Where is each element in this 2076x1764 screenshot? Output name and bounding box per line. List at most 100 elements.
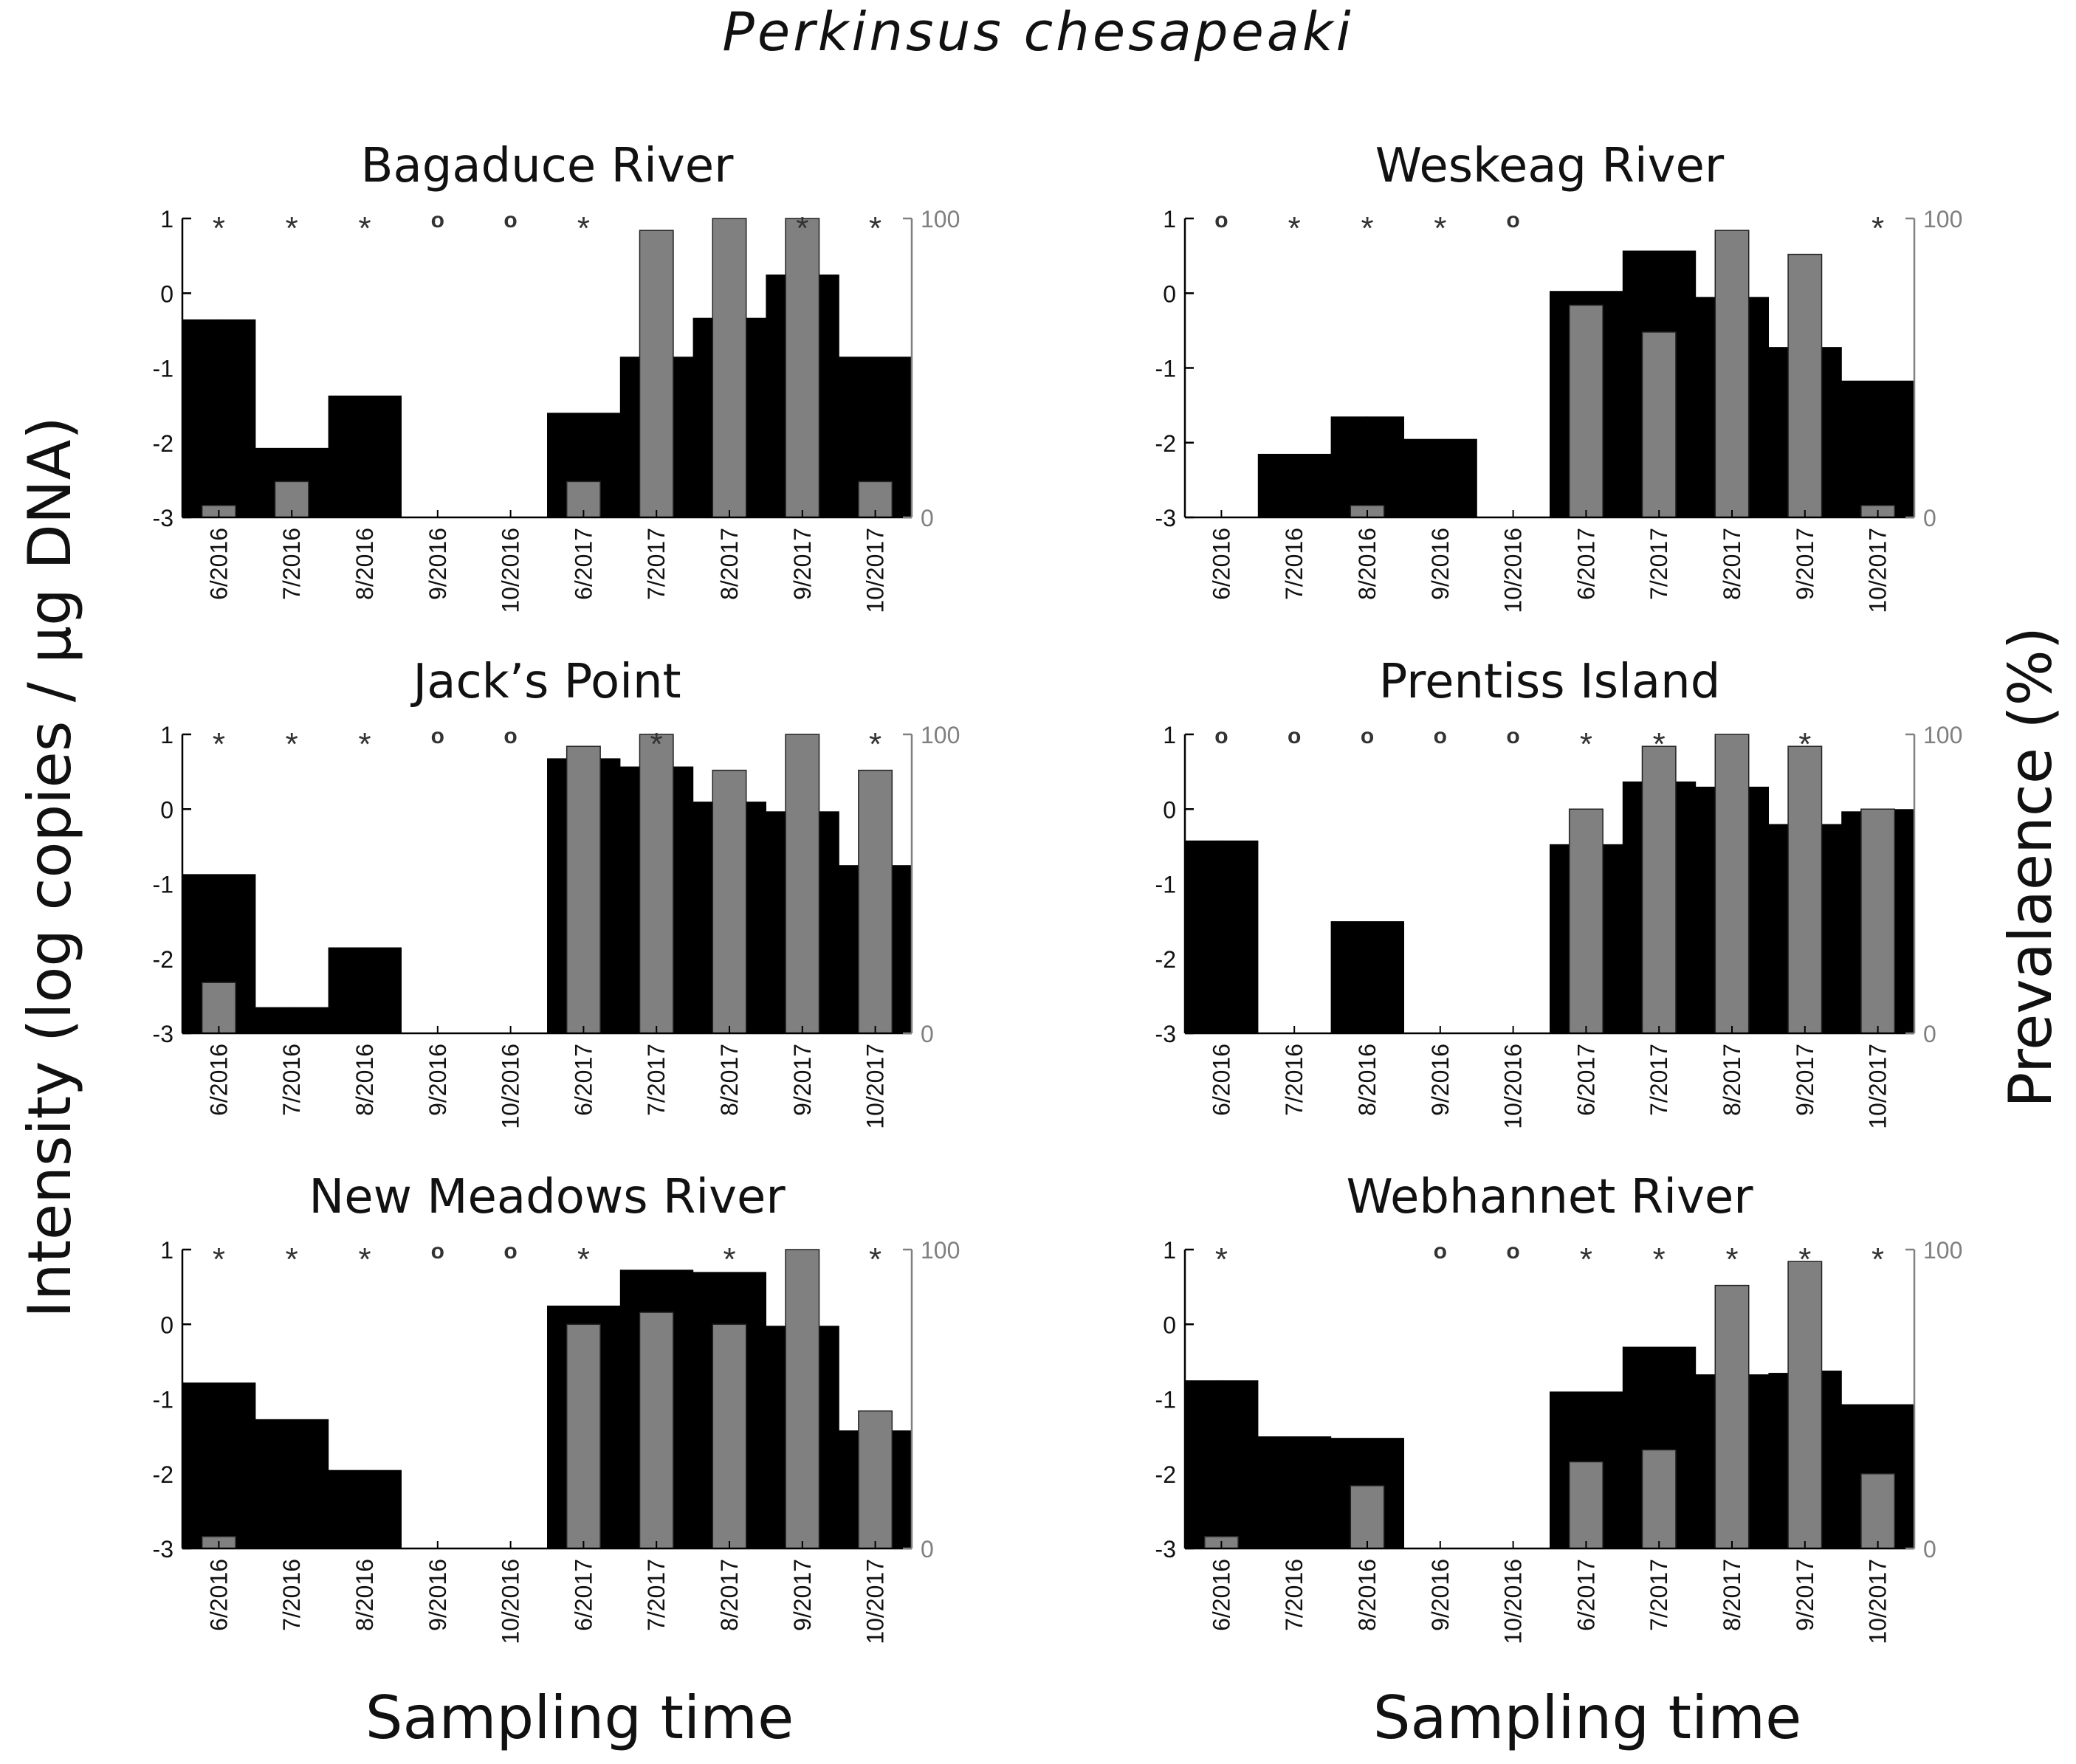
x-tick-label: 9/2016: [1427, 1559, 1454, 1631]
left-tick-label: -1: [1155, 1387, 1176, 1413]
intensity-bar: [365, 395, 402, 517]
x-tick-label: 7/2017: [1646, 528, 1672, 600]
prevalence-bar: [1787, 253, 1823, 518]
x-tick-label: 8/2017: [716, 528, 743, 600]
left-tick-label: -1: [1155, 356, 1176, 382]
intensity-bar: [219, 319, 256, 517]
no-detection-marker: o: [1506, 724, 1519, 748]
significance-marker: *: [1580, 726, 1592, 762]
significance-marker: *: [1288, 210, 1301, 247]
intensity-bar: [182, 319, 219, 517]
no-detection-marker: o: [1506, 1239, 1519, 1264]
panel-title: Prentiss Island: [1379, 655, 1721, 709]
prevalence-bar: [712, 769, 747, 1034]
no-detection-marker: o: [503, 1239, 517, 1264]
prevalence-bar: [858, 769, 893, 1034]
prevalence-bar: [1641, 331, 1677, 518]
intensity-bar: [1257, 453, 1295, 517]
intensity-bar: [1440, 438, 1477, 517]
left-tick-label: 0: [160, 1312, 173, 1338]
intensity-bar: [182, 1382, 219, 1548]
left-tick-label: 0: [1163, 280, 1176, 307]
x-axis-label-right: Sampling time: [1373, 1684, 1802, 1752]
significance-marker: *: [1798, 726, 1811, 762]
x-tick-label: 10/2017: [1865, 1044, 1891, 1129]
prevalence-bar: [639, 734, 674, 1034]
right-tick-label: 0: [1923, 1536, 1936, 1563]
significance-marker: *: [723, 1241, 735, 1278]
right-tick-label: 100: [921, 206, 960, 232]
prevalence-bar: [1568, 304, 1604, 518]
left-tick-label: 1: [1163, 722, 1176, 748]
intensity-bar: [1330, 921, 1368, 1033]
x-tick-label: 10/2017: [862, 528, 889, 613]
significance-marker: *: [1361, 210, 1373, 247]
prevalence-bar: [1714, 734, 1750, 1034]
significance-marker: *: [1653, 1241, 1666, 1278]
x-tick-label: 6/2016: [1208, 1044, 1234, 1116]
x-tick-label: 8/2016: [351, 528, 378, 600]
right-tick-label: 100: [1923, 1237, 1962, 1264]
x-tick-label: 6/2016: [205, 1044, 232, 1116]
intensity-bar: [365, 1470, 402, 1548]
significance-marker: *: [869, 726, 881, 762]
prevalence-bar: [858, 1410, 893, 1549]
left-tick-label: -3: [153, 1021, 173, 1047]
prevalence-bar: [1641, 1449, 1677, 1549]
significance-marker: *: [213, 726, 225, 762]
x-tick-label: 7/2017: [1646, 1559, 1672, 1631]
left-tick-label: -2: [153, 1461, 173, 1488]
left-tick-label: 0: [160, 280, 173, 307]
significance-marker: *: [796, 210, 808, 247]
x-tick-label: 10/2017: [1865, 1559, 1891, 1644]
no-detection-marker: o: [1361, 724, 1374, 748]
x-tick-label: 9/2017: [1792, 1044, 1818, 1116]
chart-panel: Jack’s Point -3 -2 -1 0 1 0 100 6/2016 7/2016 8/20…: [153, 655, 960, 1129]
intensity-bar: [328, 1470, 365, 1548]
chart-panel: Bagaduce River -3 -2 -1 0 1 0 100 6/2016 7/2016 8/…: [153, 139, 960, 613]
figure-title: Perkinsus chesapeaki: [722, 1, 1353, 63]
x-tick-label: 9/2016: [425, 1559, 451, 1631]
x-tick-label: 9/2017: [789, 1044, 816, 1116]
left-tick-label: -1: [153, 872, 173, 898]
x-tick-label: 10/2016: [1500, 1044, 1527, 1129]
chart-panel: Weskeag River -3 -2 -1 0 1 0 100 6/2016 7/2016 8/2…: [1155, 139, 1963, 613]
x-tick-label: 8/2016: [351, 1559, 378, 1631]
x-tick-label: 10/2016: [498, 1559, 524, 1644]
x-tick-label: 10/2017: [862, 1044, 889, 1129]
chart-panel: New Meadows River -3 -2 -1 0 1 0 100 6/2016 7/201…: [153, 1170, 960, 1644]
panel-title: Jack’s Point: [410, 655, 681, 709]
x-tick-label: 7/2017: [643, 1559, 670, 1631]
intensity-bar: [255, 1007, 292, 1033]
significance-marker: *: [1653, 726, 1666, 762]
intensity-bar: [328, 947, 365, 1033]
x-tick-label: 9/2017: [789, 1559, 816, 1631]
no-detection-marker: o: [1214, 724, 1228, 748]
intensity-bar: [1367, 416, 1404, 517]
significance-marker: *: [1872, 210, 1884, 247]
panel-title: Bagaduce River: [361, 139, 735, 193]
intensity-bar: [1403, 438, 1441, 517]
significance-marker: *: [650, 726, 663, 762]
intensity-bar: [1294, 1436, 1332, 1548]
prevalence-bar: [712, 1323, 747, 1549]
significance-marker: *: [1725, 1241, 1738, 1278]
panel-title: Webhannet River: [1346, 1170, 1753, 1224]
significance-marker: *: [213, 1241, 225, 1278]
left-tick-label: -3: [1155, 1021, 1176, 1047]
x-tick-label: 10/2016: [1500, 528, 1527, 613]
x-tick-label: 7/2017: [643, 1044, 670, 1116]
x-tick-label: 6/2016: [205, 1559, 232, 1631]
prevalence-bar: [1350, 1485, 1385, 1549]
intensity-bar: [1221, 1380, 1259, 1548]
intensity-bar: [1185, 1380, 1222, 1548]
x-tick-label: 6/2017: [570, 528, 597, 600]
intensity-bar: [1841, 380, 1879, 517]
x-tick-label: 8/2017: [1719, 528, 1745, 600]
no-detection-marker: o: [1288, 724, 1301, 748]
significance-marker: *: [1798, 1241, 1811, 1278]
x-tick-label: 6/2016: [1208, 528, 1234, 600]
significance-marker: *: [358, 726, 371, 762]
no-detection-marker: o: [1434, 1239, 1447, 1264]
